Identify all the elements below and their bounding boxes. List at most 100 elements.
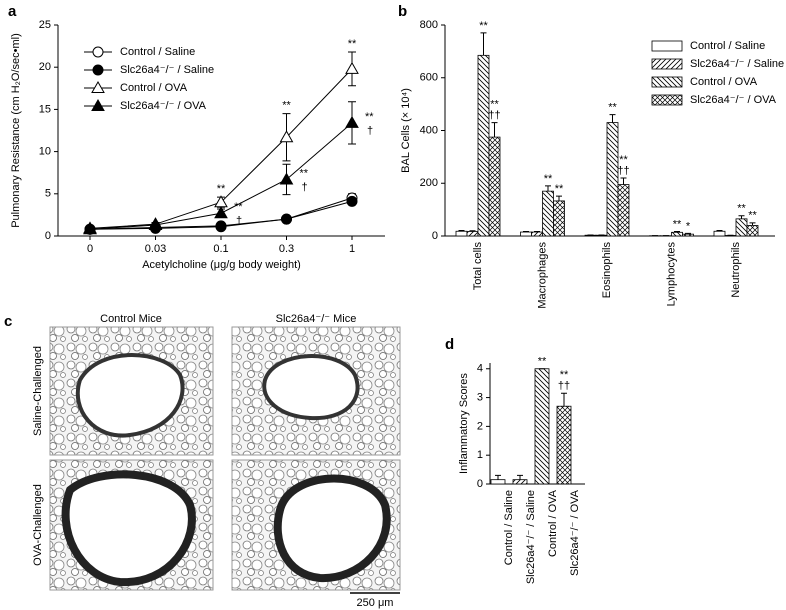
bar [556, 405, 572, 485]
error-bar [685, 232, 691, 235]
bar [531, 231, 543, 237]
y-tick-label: 15 [39, 103, 51, 115]
legend-label: Slc26a4⁻/⁻ / Saline [690, 58, 784, 70]
error-bar [458, 229, 465, 232]
error-bar [517, 474, 523, 480]
column-title: Control Mice [100, 313, 162, 325]
bar [682, 233, 694, 237]
micrographs: c Control Mice Slc26a4⁻/⁻ Mice Saline-Ch… [4, 313, 401, 609]
error-bar [749, 222, 756, 226]
error-bar [469, 230, 476, 232]
error-bar [716, 229, 723, 232]
y-tick-label: 3 [477, 391, 483, 403]
annotation: ** [479, 20, 488, 32]
y-tick-label: 0 [477, 478, 483, 490]
annotation: ** [490, 98, 499, 110]
annotation: ** [538, 356, 547, 368]
bar [534, 368, 550, 485]
annotation: ** [348, 38, 357, 50]
y-tick-label: 5 [45, 188, 51, 200]
x-tick-label: Slc26a4⁻/⁻ / OVA [569, 489, 581, 576]
annotation: * [686, 220, 691, 232]
panel-label: d [445, 336, 454, 353]
annotation: † [367, 125, 373, 137]
annotation: †† [617, 165, 629, 177]
bar [490, 479, 506, 485]
annotation: ** [608, 102, 617, 114]
x-tick-label: 0.03 [145, 243, 166, 255]
bar [488, 136, 501, 237]
x-tick-label: Slc26a4⁻/⁻ / Saline [525, 490, 537, 584]
annotation: ** [748, 210, 757, 222]
point [279, 172, 294, 185]
error-bar [495, 474, 501, 480]
panel-label: a [8, 3, 17, 20]
legend-label: Slc26a4⁻/⁻ / Saline [120, 64, 214, 76]
x-tick-label: Neutrophils [730, 242, 742, 298]
error-bar [609, 114, 616, 123]
point [83, 222, 97, 235]
annotation: ** [217, 183, 226, 195]
y-tick-label: 1 [477, 449, 483, 461]
bar [606, 122, 619, 237]
legend-swatch [651, 40, 683, 52]
error-bar [738, 215, 745, 219]
airway [273, 474, 391, 583]
y-tick-label: 2 [477, 420, 483, 432]
bar [466, 231, 479, 237]
annotation: ** [300, 167, 309, 179]
legend-swatch [651, 94, 683, 106]
bar [746, 225, 759, 237]
row-title: OVA-Challenged [32, 484, 44, 566]
bar [512, 479, 528, 485]
error-bar [620, 177, 627, 185]
x-tick-label: Total cells [472, 242, 484, 291]
point [345, 61, 359, 74]
annotation: † [236, 215, 242, 227]
point [281, 213, 292, 225]
panel-label: b [398, 3, 407, 20]
scale-bar-label: 250 μm [357, 597, 394, 609]
y-tick-label: 200 [420, 177, 438, 189]
y-tick-label: 0 [45, 230, 51, 242]
y-tick-label: 800 [420, 19, 438, 31]
y-axis-label: Pulmonary Resistance (cm H₂O/sec•ml) [10, 33, 22, 228]
error-bar [556, 195, 562, 201]
point [345, 115, 359, 128]
airway [75, 353, 185, 438]
legend-swatch [651, 76, 683, 88]
annotation: ** [560, 369, 569, 381]
annotation: ** [544, 173, 553, 185]
error-bar [491, 122, 498, 138]
x-tick-label: 1 [349, 243, 355, 255]
annotation: † [302, 181, 308, 193]
panel-label: c [4, 313, 12, 330]
x-tick-label: Eosinophils [601, 242, 613, 299]
x-tick-label: Lymphocytes [665, 242, 677, 307]
legend-label: Control / Saline [690, 40, 765, 52]
x-tick-label: 0.1 [213, 243, 228, 255]
annotation: †† [488, 109, 500, 121]
error-bar [534, 231, 540, 233]
bar [553, 200, 565, 237]
annotation: †† [558, 380, 570, 392]
x-tick-label: Control / OVA [547, 489, 559, 557]
annotation: ** [365, 111, 374, 123]
bar [671, 231, 683, 237]
y-axis-label: Inflammatory Scores [458, 373, 470, 474]
airway [262, 354, 360, 421]
y-tick-label: 25 [39, 19, 51, 31]
row-title: Saline-Challenged [32, 346, 44, 436]
annotation: ** [673, 218, 682, 230]
airway [61, 470, 196, 587]
annotation: ** [282, 100, 291, 112]
bar [520, 231, 532, 237]
bar [713, 230, 726, 237]
annotation: ** [619, 154, 628, 166]
annotation: ** [555, 183, 564, 195]
bar [455, 230, 468, 237]
y-tick-label: 4 [477, 363, 483, 375]
legend-marker [92, 64, 104, 76]
annotation: ** [737, 203, 746, 215]
y-tick-label: 400 [420, 124, 438, 136]
